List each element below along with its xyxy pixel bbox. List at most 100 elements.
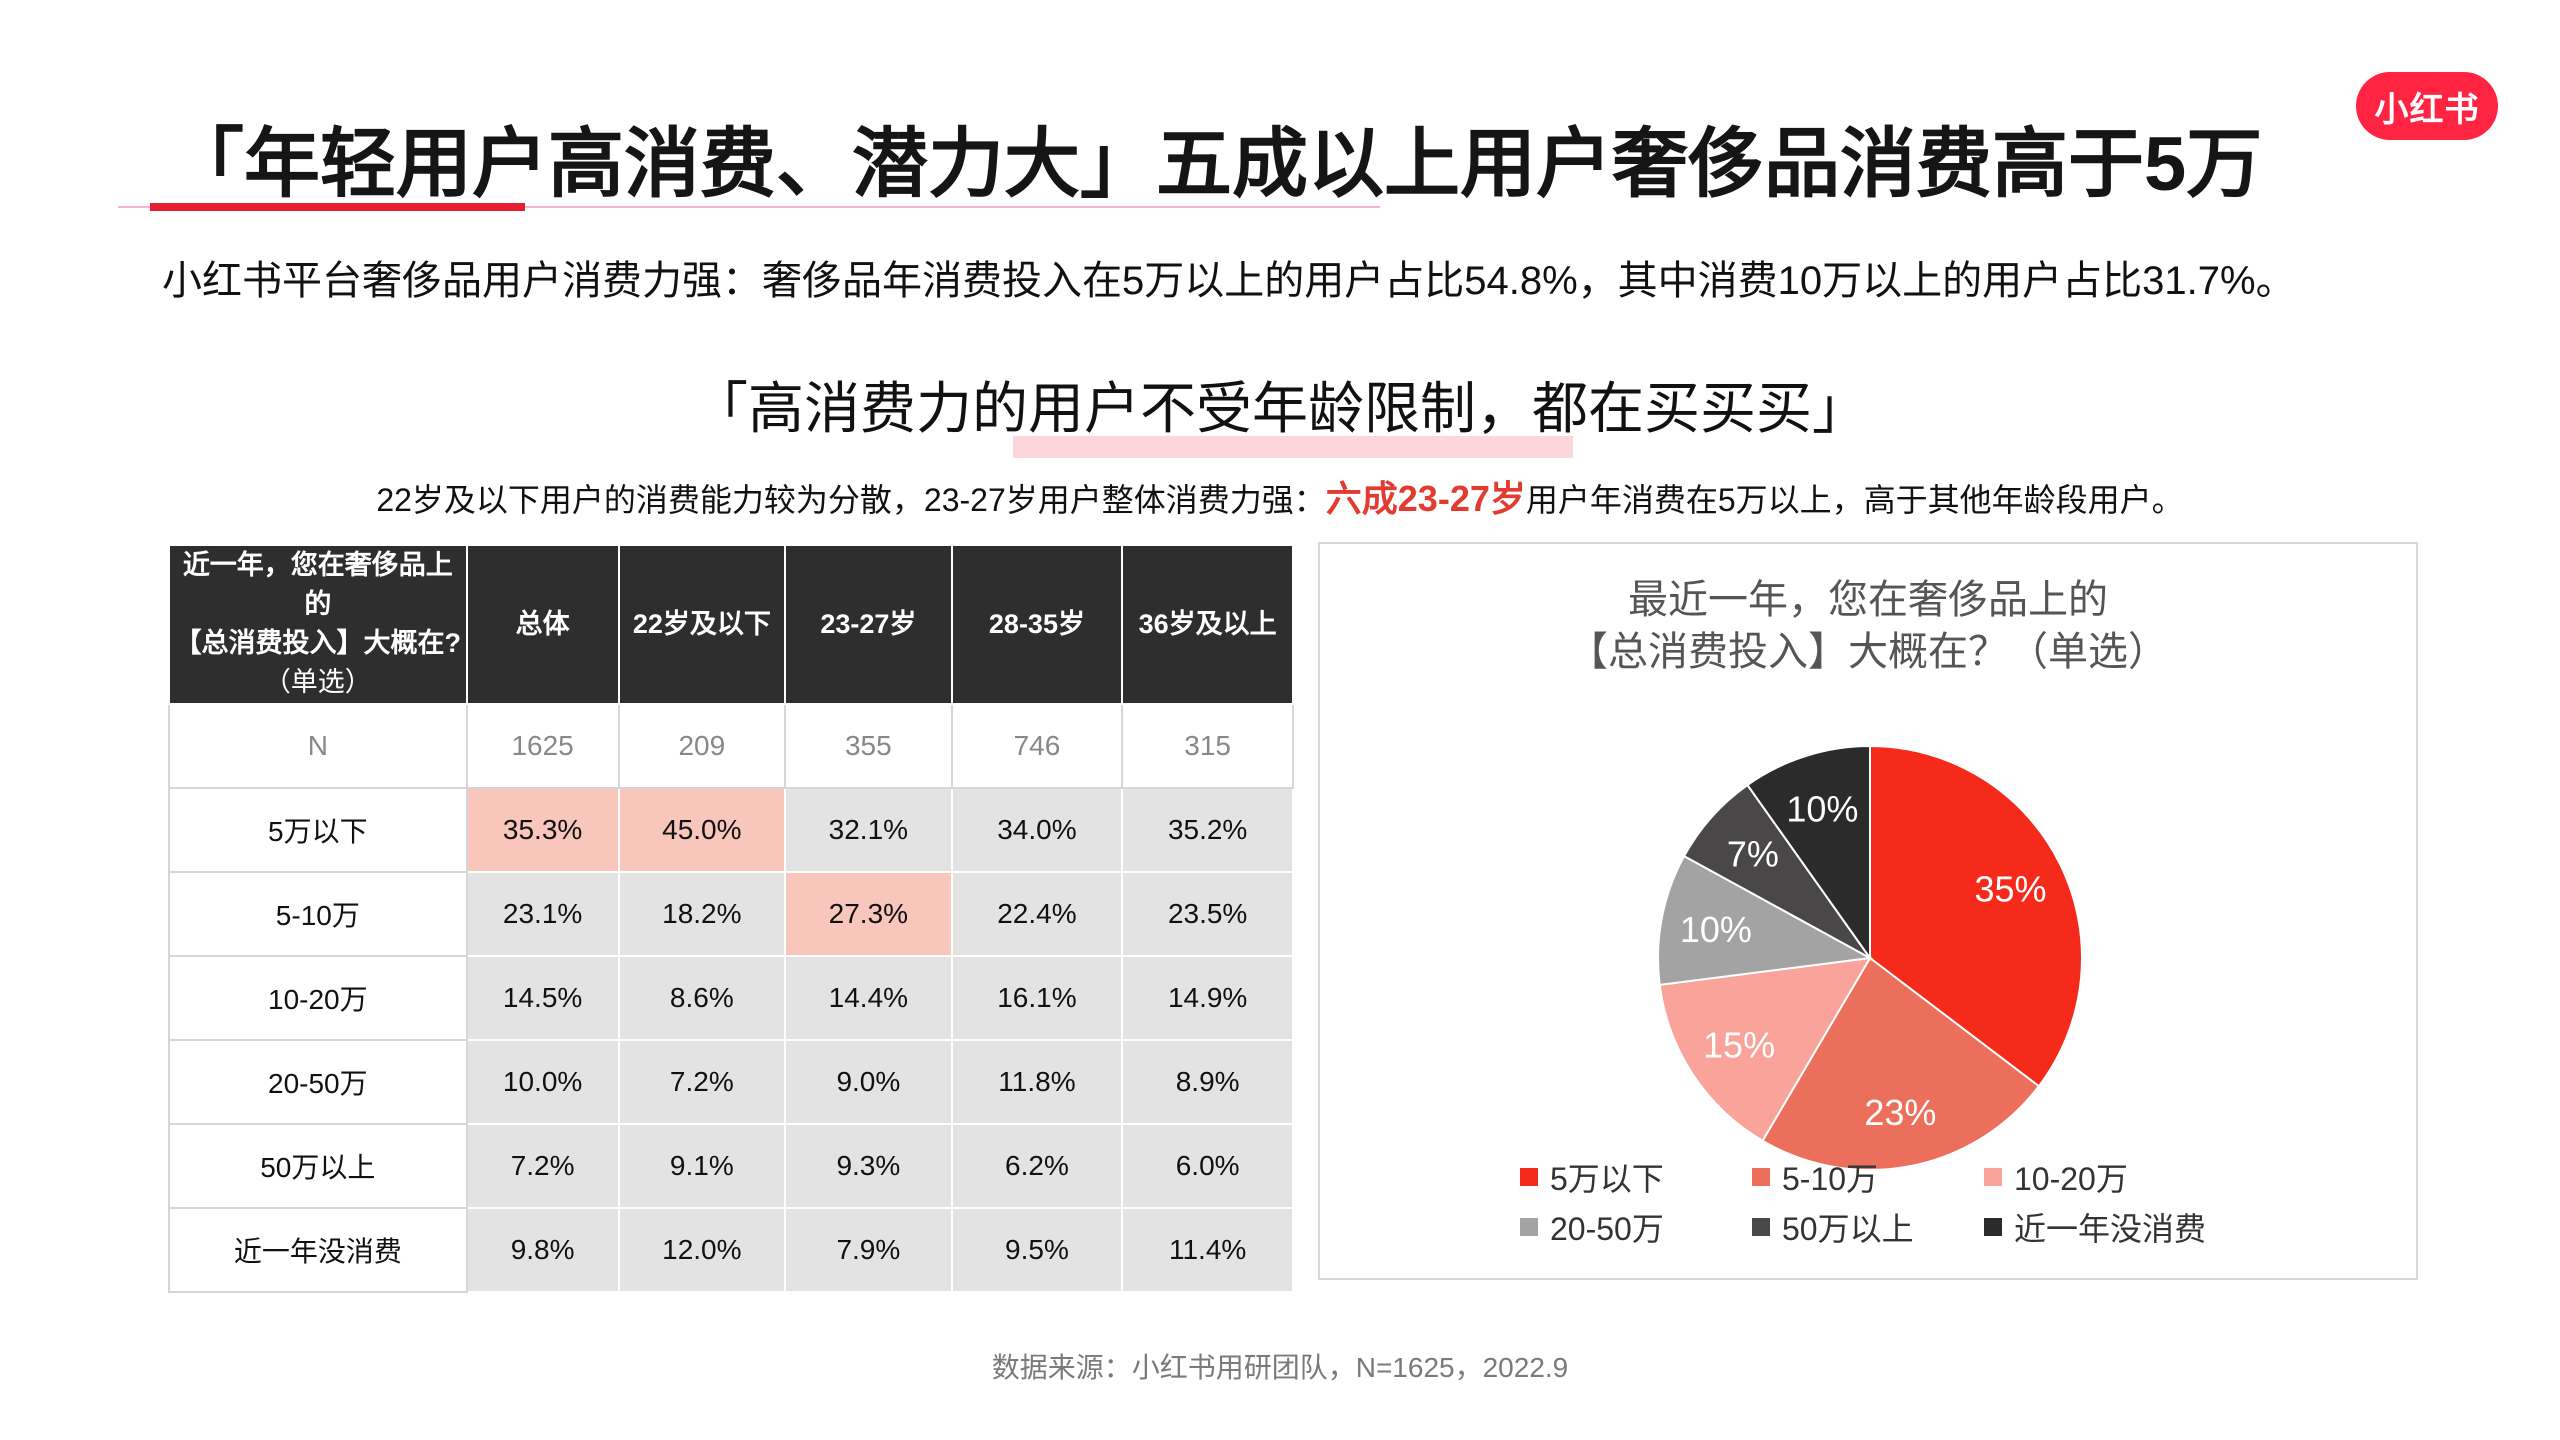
table-cell: 9.5% [950,1206,1124,1293]
note-text-before: 22岁及以下用户的消费能力较为分散，23-27岁用户整体消费力强： [376,482,1326,518]
table-cell: 14.4% [784,954,953,1041]
pie-chart: 35%23%15%10%7%10% [1657,744,2083,1171]
table-row: 5万以下 35.3% 45.0% 32.1% 34.0% 35.2% [168,786,1294,873]
page-title: 「年轻用户高消费、潜力大」五成以上用户奢侈品消费高于5万 [168,122,2263,207]
legend-item: 10-20万 [1984,1154,2216,1200]
pie-slice-label: 15% [1703,1024,1775,1065]
table-cell: 35.2% [1121,786,1294,873]
table-cell: 8.6% [617,954,787,1041]
pie-slice-label: 7% [1727,834,1779,875]
chart-legend: 5万以下 5-10万 10-20万 20-50万 50万以上 近一年没消费 [1520,1154,2220,1250]
table-cell: 7.9% [784,1206,953,1293]
pie-slice-label: 10% [1786,789,1858,830]
legend-label: 20-50万 [1550,1211,1664,1247]
table-cell: 9.3% [784,1122,953,1209]
legend-label: 50万以上 [1782,1211,1914,1247]
table-cell: 18.2% [617,870,787,957]
table-row: 5-10万 23.1% 18.2% 27.3% 22.4% 23.5% [168,870,1294,957]
pie-slice [1761,956,2041,1171]
table-row: 近一年没消费 9.8% 12.0% 7.9% 9.5% 11.4% [168,1206,1294,1293]
subheadline-highlight [1013,436,1573,458]
subheadline: 「高消费力的用户不受年龄限制，都在买买买」 [692,377,1868,440]
table-cell: 14.5% [465,954,620,1041]
table-cell: 209 [617,702,787,789]
pie-slice [1657,854,1874,987]
table-cell: 11.4% [1121,1206,1294,1293]
legend-swatch [1520,1218,1538,1236]
chart-title: 最近一年，您在奢侈品上的 【总消费投入】大概在？（单选） [1568,578,2168,674]
column-header: 总体 [465,544,620,705]
source-note: 数据来源：小红书用研团队，N=1625，2022.9 [991,1352,1569,1383]
table-question-header: 近一年，您在奢侈品上的 【总消费投入】大概在? （单选） [168,544,468,705]
row-label: 5-10万 [168,870,468,957]
table-cell: 45.0% [617,786,787,873]
note-highlight: 六成23-27岁 [1325,478,1526,519]
legend-swatch [1752,1218,1770,1236]
crosstab-table: 近一年，您在奢侈品上的 【总消费投入】大概在? （单选） 总体 22岁及以下 2… [168,544,1294,1293]
column-header: 23-27岁 [784,544,953,705]
table-row: 20-50万 10.0% 7.2% 9.0% 11.8% 8.9% [168,1038,1294,1125]
legend-swatch [1752,1168,1770,1186]
table-cell: 12.0% [617,1206,787,1293]
table-cell: 16.1% [950,954,1124,1041]
title-underline [118,206,1380,208]
row-label: 10-20万 [168,954,468,1041]
table-cell: 7.2% [465,1122,620,1209]
table-cell: 14.9% [1121,954,1294,1041]
table-cell: 6.0% [1121,1122,1294,1209]
table-cell: 315 [1121,702,1294,789]
table-cell: 9.8% [465,1206,620,1293]
column-header: 22岁及以下 [617,544,787,705]
title-accent-bar [150,203,525,211]
pie-slice-label: 23% [1864,1092,1936,1133]
pie-slice [1869,744,2083,1088]
table-cell: 10.0% [465,1038,620,1125]
row-label: 近一年没消费 [168,1206,468,1293]
pie-slice [1658,956,1872,1143]
row-label: 20-50万 [168,1038,468,1125]
legend-item: 5万以下 [1520,1154,1752,1200]
row-label: 5万以下 [168,786,468,873]
table-cell: 1625 [465,702,620,789]
finding-note: 22岁及以下用户的消费能力较为分散，23-27岁用户整体消费力强：六成23-27… [0,470,2560,522]
table-cell: 9.0% [784,1038,953,1125]
column-header: 36岁及以上 [1121,544,1294,705]
pie-slice [1746,744,1871,962]
pie-slice-label: 10% [1680,909,1752,950]
table-cell: 32.1% [784,786,953,873]
legend-swatch [1984,1218,2002,1236]
table-cell: 11.8% [950,1038,1124,1125]
table-header-row: 近一年，您在奢侈品上的 【总消费投入】大概在? （单选） 总体 22岁及以下 2… [168,544,1294,705]
note-text-after: 用户年消费在5万以上，高于其他年龄段用户。 [1525,482,2184,518]
table-cell: 22.4% [950,870,1124,957]
table-cell: 355 [784,702,953,789]
legend-item: 50万以上 [1752,1204,1984,1250]
row-label: N [168,702,468,789]
legend-item: 5-10万 [1752,1154,1984,1200]
table-row: 50万以上 7.2% 9.1% 9.3% 6.2% 6.0% [168,1122,1294,1209]
summary-text: 小红书平台奢侈品用户消费力强：奢侈品年消费投入在5万以上的用户占比54.8%，其… [162,259,2296,303]
table-row: 10-20万 14.5% 8.6% 14.4% 16.1% 14.9% [168,954,1294,1041]
table-cell: 6.2% [950,1122,1124,1209]
table-cell: 746 [950,702,1124,789]
legend-label: 近一年没消费 [2014,1211,2207,1247]
legend-item: 近一年没消费 [1984,1204,2216,1250]
table-cell: 7.2% [617,1038,787,1125]
legend-label: 10-20万 [2014,1161,2128,1197]
table-cell: 27.3% [784,870,953,957]
legend-label: 5-10万 [1782,1161,1879,1197]
column-header: 28-35岁 [950,544,1124,705]
legend-label: 5万以下 [1550,1161,1664,1197]
table-row: N 1625 209 355 746 315 [168,702,1294,789]
table-cell: 34.0% [950,786,1124,873]
table-cell: 23.1% [465,870,620,957]
table-cell: 9.1% [617,1122,787,1209]
row-label: 50万以上 [168,1122,468,1209]
table-cell: 35.3% [465,786,620,873]
xiaohongshu-logo: 小红书 [2356,72,2498,140]
legend-item: 20-50万 [1520,1204,1752,1250]
table-cell: 8.9% [1121,1038,1294,1125]
table-cell: 23.5% [1121,870,1294,957]
legend-swatch [1984,1168,2002,1186]
legend-swatch [1520,1168,1538,1186]
